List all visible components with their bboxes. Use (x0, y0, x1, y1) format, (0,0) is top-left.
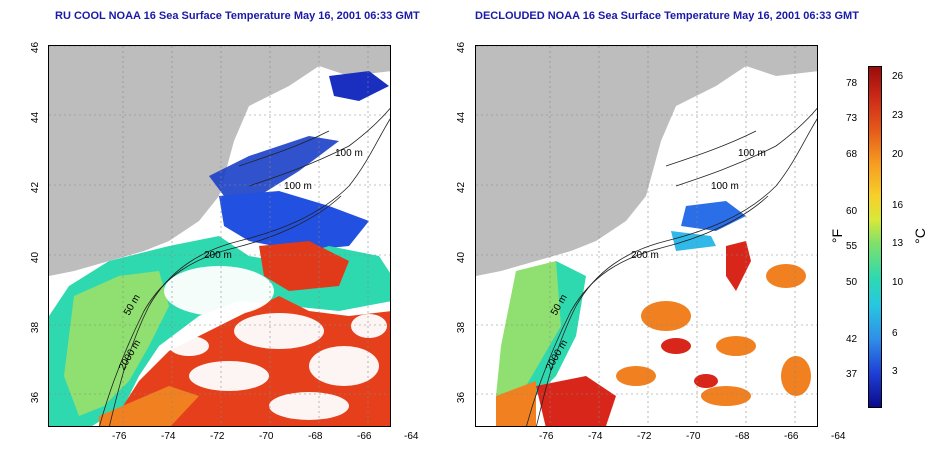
bathymetry-contours (99, 107, 390, 426)
warm-water (536, 376, 616, 426)
x-tick-label: -68 (735, 431, 750, 442)
y-tick-label: 40 (456, 251, 468, 264)
left-map-canvas: 100 m 100 m 200 m 50 m 2000 m (49, 46, 390, 426)
right-map-title: DECLOUDED NOAA 16 Sea Surface Temperatur… (475, 10, 859, 22)
celsius-tick: 20 (892, 149, 904, 160)
x-tick-label: -74 (588, 431, 603, 442)
fahrenheit-tick: 42 (846, 334, 858, 345)
fahrenheit-tick: 73 (846, 113, 858, 124)
warm-water (496, 381, 536, 426)
fahrenheit-tick: 78 (846, 78, 858, 89)
celsius-tick: 16 (892, 200, 904, 211)
celsius-unit-label: °C (911, 228, 928, 244)
fahrenheit-tick: 68 (846, 149, 858, 160)
shelf-water (64, 271, 169, 416)
contour-label: 100 m (335, 148, 363, 159)
land-mass (49, 46, 390, 276)
left-sst-map: 100 m 100 m 200 m 50 m 2000 m (48, 45, 391, 427)
celsius-tick: 3 (892, 366, 898, 377)
cold-water-patch (329, 71, 389, 101)
fahrenheit-tick: 55 (846, 241, 858, 252)
warm-water-patches (661, 338, 718, 388)
y-tick-label: 44 (30, 111, 42, 124)
cold-water-patch (671, 231, 716, 251)
x-tick-label: -66 (357, 431, 372, 442)
y-tick-label: 40 (30, 251, 42, 264)
warm-water (726, 241, 751, 291)
celsius-tick: 10 (892, 277, 904, 288)
x-tick-label: -70 (259, 431, 274, 442)
fahrenheit-tick: 37 (846, 369, 858, 380)
y-tick-label: 36 (456, 391, 468, 404)
contour-label: 200 m (631, 250, 659, 261)
x-tick-label: -68 (308, 431, 323, 442)
x-tick-label: -64 (404, 431, 419, 442)
fahrenheit-tick: 60 (846, 206, 858, 217)
y-tick-label: 46 (456, 41, 468, 54)
right-sst-map: 100 m 100 m 200 m 50 m 2000 m (475, 45, 818, 427)
bathymetry-contours (526, 107, 817, 426)
celsius-tick: 26 (892, 71, 904, 82)
contour-label: 100 m (284, 181, 312, 192)
warm-water (99, 386, 199, 426)
y-tick-label: 36 (30, 391, 42, 404)
x-tick-label: -66 (784, 431, 799, 442)
y-tick-label: 46 (30, 41, 42, 54)
contour-label: 200 m (204, 250, 232, 261)
x-tick-label: -76 (112, 431, 127, 442)
x-tick-label: -74 (161, 431, 176, 442)
y-tick-label: 42 (30, 181, 42, 194)
x-tick-label: -64 (831, 431, 846, 442)
cloud-cover (164, 266, 387, 420)
right-map-canvas: 100 m 100 m 200 m 50 m 2000 m (476, 46, 817, 426)
temperature-colorbar (868, 66, 882, 408)
x-tick-label: -70 (686, 431, 701, 442)
y-tick-label: 44 (456, 111, 468, 124)
contour-label: 100 m (711, 181, 739, 192)
celsius-tick: 23 (892, 110, 904, 121)
y-tick-label: 42 (456, 181, 468, 194)
x-tick-label: -76 (539, 431, 554, 442)
cold-water-patch (681, 201, 746, 231)
shelf-water (496, 261, 576, 396)
x-tick-label: -72 (210, 431, 225, 442)
celsius-tick: 6 (892, 328, 898, 339)
left-map-title: RU COOL NOAA 16 Sea Surface Temperature … (55, 10, 420, 22)
shelf-water (526, 261, 586, 396)
contour-label: 100 m (738, 148, 766, 159)
warm-water (259, 241, 349, 291)
y-tick-label: 38 (456, 321, 468, 334)
fahrenheit-unit-label: °F (829, 228, 846, 244)
y-tick-label: 38 (30, 321, 42, 334)
cold-water-patch (209, 136, 339, 196)
x-tick-label: -72 (637, 431, 652, 442)
celsius-tick: 13 (892, 238, 904, 249)
land-mass (476, 46, 817, 276)
fahrenheit-tick: 50 (846, 277, 858, 288)
